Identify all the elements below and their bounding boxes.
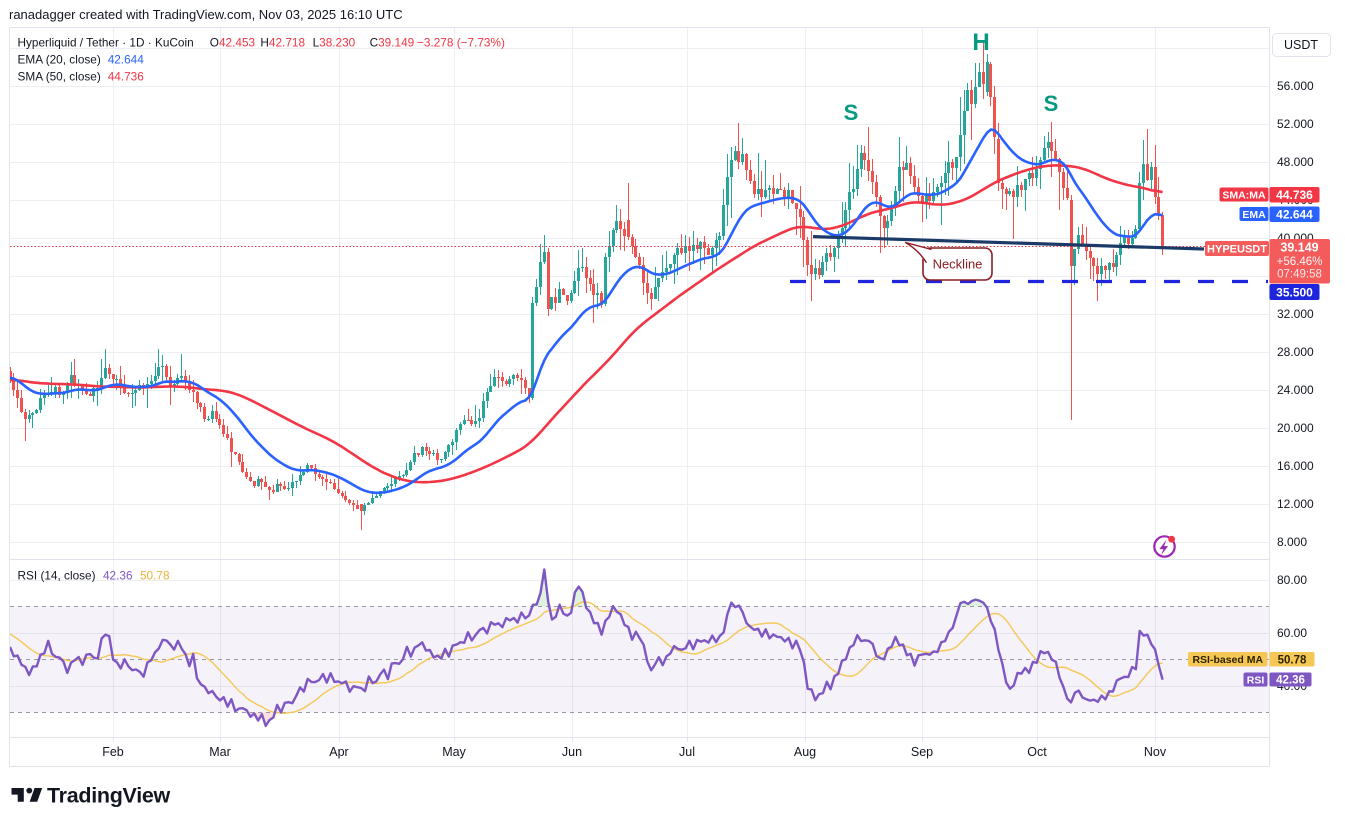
svg-text:Oct: Oct	[1027, 745, 1047, 759]
svg-text:EMA (20, close)42.644: EMA (20, close) 42.644	[18, 52, 145, 66]
svg-text:44.736: 44.736	[1276, 188, 1313, 202]
svg-text:Feb: Feb	[102, 745, 124, 759]
svg-text:Aug: Aug	[794, 745, 816, 759]
svg-text:Jul: Jul	[679, 745, 695, 759]
svg-text:16.000: 16.000	[1277, 459, 1314, 473]
svg-text:Nov: Nov	[1144, 745, 1167, 759]
svg-text:Sep: Sep	[911, 745, 933, 759]
svg-text:12.000: 12.000	[1277, 497, 1314, 511]
svg-text:52.000: 52.000	[1277, 117, 1314, 131]
svg-text:Apr: Apr	[329, 745, 348, 759]
svg-text:S: S	[1044, 91, 1059, 116]
svg-text:50.78: 50.78	[1278, 654, 1307, 666]
svg-text:HYPEUSDT: HYPEUSDT	[1207, 243, 1267, 255]
svg-text:35.500: 35.500	[1276, 285, 1313, 299]
svg-text:80.00: 80.00	[1277, 573, 1307, 587]
svg-text:ranadagger created with Tradin: ranadagger created with TradingView.com,…	[9, 7, 403, 22]
svg-text:48.000: 48.000	[1277, 155, 1314, 169]
svg-text:56.000: 56.000	[1277, 79, 1314, 93]
svg-text:EMA: EMA	[1242, 209, 1266, 221]
svg-text:42.36: 42.36	[1276, 675, 1305, 687]
svg-text:RSI: RSI	[1247, 674, 1265, 686]
svg-text:Jun: Jun	[562, 745, 582, 759]
svg-text:H: H	[972, 29, 989, 56]
svg-text:Mar: Mar	[209, 745, 231, 759]
svg-text:S: S	[844, 100, 859, 125]
svg-text:20.000: 20.000	[1277, 421, 1314, 435]
svg-text:42.644: 42.644	[1276, 208, 1313, 222]
svg-text:07:49:58: 07:49:58	[1277, 269, 1322, 281]
svg-text:May: May	[442, 745, 466, 759]
svg-text:TradingView: TradingView	[47, 784, 171, 808]
svg-text:USDT: USDT	[1284, 38, 1318, 52]
svg-text:SMA:MA: SMA:MA	[1222, 189, 1266, 201]
svg-text:Hyperliquid / Tether · 1D · Ku: Hyperliquid / Tether · 1D · KuCoin O42.45…	[18, 35, 505, 49]
svg-text:39.149: 39.149	[1280, 241, 1318, 255]
svg-text:28.000: 28.000	[1277, 345, 1314, 359]
svg-text:RSI-based MA: RSI-based MA	[1192, 654, 1263, 666]
svg-text:SMA (50, close)44.736: SMA (50, close) 44.736	[18, 69, 145, 83]
svg-text:24.000: 24.000	[1277, 383, 1314, 397]
svg-text:32.000: 32.000	[1277, 307, 1314, 321]
svg-text:8.000: 8.000	[1277, 535, 1307, 549]
svg-text:+56.46%: +56.46%	[1277, 256, 1323, 268]
svg-text:Neckline: Neckline	[933, 257, 983, 272]
svg-text:60.00: 60.00	[1277, 626, 1307, 640]
